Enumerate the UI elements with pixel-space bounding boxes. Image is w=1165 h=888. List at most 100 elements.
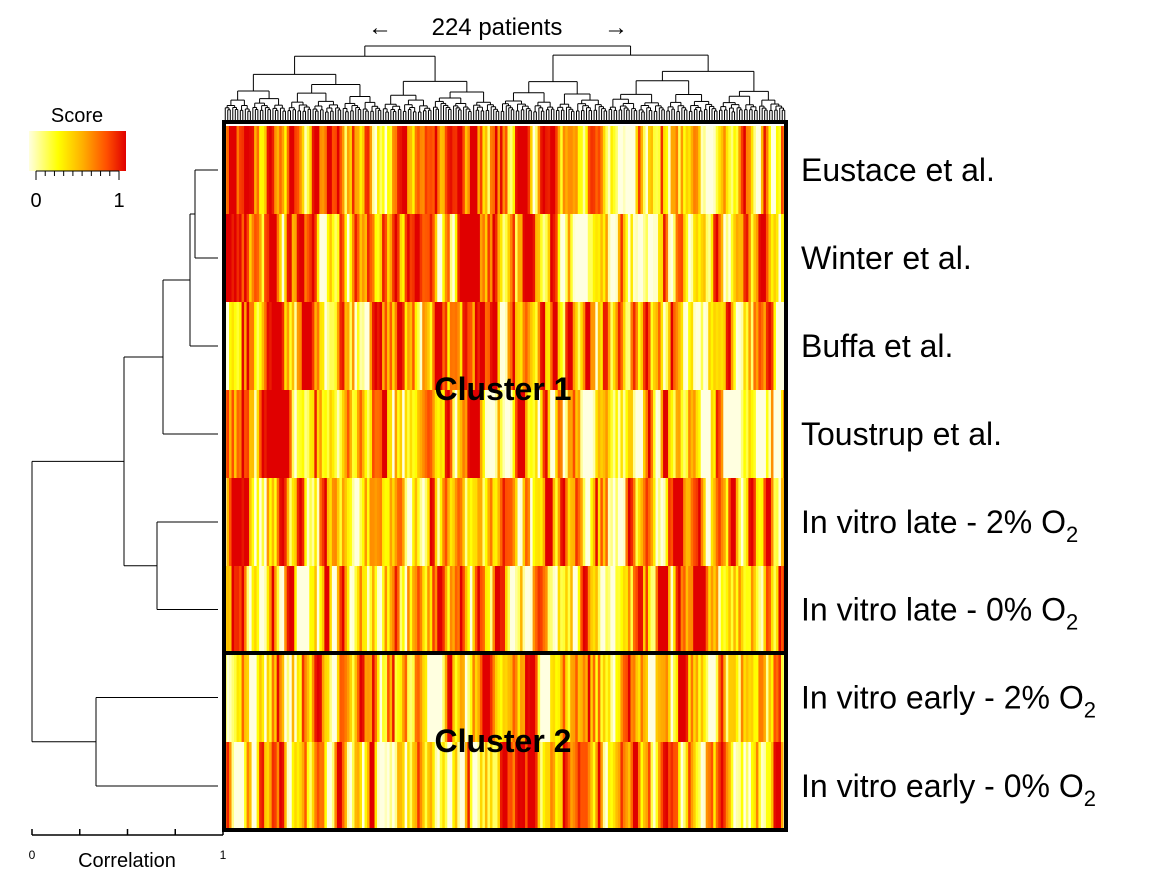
- heatmap-cell: [289, 126, 293, 214]
- heatmap-cell: [567, 742, 571, 830]
- heatmap-cell: [364, 742, 368, 830]
- heatmap-cell: [778, 566, 782, 653]
- heatmap-cell: [577, 302, 581, 390]
- heatmap-cell: [434, 566, 438, 653]
- heatmap-cell: [269, 390, 273, 478]
- heatmap-cell: [417, 126, 421, 214]
- heatmap-cell: [780, 478, 785, 566]
- heatmap-cell: [489, 566, 494, 653]
- heatmap-cell: [502, 478, 506, 566]
- heatmap-cell: [502, 653, 506, 742]
- heatmap-cell: [439, 653, 443, 742]
- heatmap-cell: [427, 742, 431, 830]
- heatmap-cell: [607, 653, 611, 742]
- heatmap-cell: [577, 742, 581, 830]
- heatmap-cell: [625, 742, 629, 830]
- heatmap-cell: [665, 126, 669, 214]
- heatmap-cell: [477, 566, 481, 653]
- heatmap-cell: [319, 214, 323, 302]
- heatmap-cell: [412, 214, 416, 302]
- heatmap-cell: [555, 478, 559, 566]
- heatmap-cell: [382, 302, 386, 390]
- heatmap-cell: [535, 566, 539, 653]
- heatmap-cell: [229, 742, 233, 830]
- heatmap-cell: [527, 653, 531, 742]
- heatmap-cell: [412, 390, 416, 478]
- heatmap-cell: [379, 126, 383, 214]
- heatmap-cell: [256, 214, 260, 302]
- heatmap-cell: [331, 126, 335, 214]
- heatmap-cell: [472, 302, 476, 390]
- heatmap-cell: [324, 566, 328, 653]
- heatmap-cell: [735, 566, 739, 653]
- heatmap-cell: [341, 742, 346, 830]
- heatmap-cell: [615, 742, 619, 830]
- heatmap-cell: [758, 742, 762, 830]
- heatmap-cell: [432, 742, 436, 830]
- heatmap-cell: [572, 478, 576, 566]
- heatmap-cell: [645, 126, 649, 214]
- heatmap-cell: [319, 653, 323, 742]
- heatmap-cell: [775, 478, 780, 566]
- heatmap-cell: [334, 390, 338, 478]
- heatmap-cell: [718, 126, 722, 214]
- heatmap-cell: [497, 566, 501, 653]
- heatmap-cell: [622, 214, 627, 302]
- heatmap-cell: [266, 478, 270, 566]
- heatmap-cell: [392, 126, 396, 214]
- heatmap-cell: [545, 478, 549, 566]
- heatmap-cell: [683, 302, 687, 390]
- heatmap-cell: [329, 126, 333, 214]
- heatmap-cell: [660, 126, 664, 214]
- heatmap-cell: [557, 566, 561, 653]
- heatmap-cell: [765, 742, 770, 830]
- heatmap-cell: [241, 566, 245, 653]
- heatmap-cell: [241, 302, 245, 390]
- heatmap-cell: [525, 214, 529, 302]
- heatmap-cell: [279, 653, 283, 742]
- heatmap-cell: [622, 478, 627, 566]
- heatmap-cell: [753, 478, 757, 566]
- heatmap-cell: [640, 653, 644, 742]
- heatmap-cell: [281, 742, 285, 830]
- heatmap-cell: [299, 566, 303, 653]
- heatmap-cell: [274, 390, 278, 478]
- heatmap-cell: [653, 742, 657, 830]
- heatmap-cell: [344, 126, 348, 214]
- heatmap-cell: [437, 302, 441, 390]
- heatmap-cell: [525, 126, 529, 214]
- heatmap-cell: [349, 214, 353, 302]
- heatmap-cell: [535, 214, 539, 302]
- heatmap-cell: [409, 478, 413, 566]
- heatmap-cell: [635, 214, 639, 302]
- heatmap-cell: [392, 742, 396, 830]
- heatmap-cell: [653, 390, 657, 478]
- heatmap-cell: [615, 478, 619, 566]
- heatmap-cell: [740, 302, 744, 390]
- heatmap-cell: [424, 126, 428, 214]
- heatmap-cell: [387, 214, 391, 302]
- heatmap-cell: [467, 566, 471, 653]
- heatmap-cell: [758, 390, 762, 478]
- heatmap-cell: [336, 566, 341, 653]
- heatmap-cell: [389, 478, 393, 566]
- heatmap-cell: [715, 653, 719, 742]
- heatmap-cell: [700, 566, 704, 653]
- heatmap-cell: [753, 302, 757, 390]
- heatmap-cell: [730, 390, 734, 478]
- heatmap-cell: [474, 214, 478, 302]
- heatmap-cell: [492, 742, 496, 830]
- heatmap-cell: [723, 302, 727, 390]
- heatmap-cell: [542, 653, 546, 742]
- patients-header: ← 224 patients →: [368, 14, 628, 41]
- heatmap-cell: [234, 566, 238, 653]
- heatmap-cell: [314, 478, 318, 566]
- heatmap-cell: [700, 126, 704, 214]
- heatmap-cell: [530, 566, 534, 653]
- heatmap-cell: [499, 302, 504, 390]
- heatmap-cell: [517, 653, 521, 742]
- heatmap-cell: [557, 214, 561, 302]
- heatmap-cell: [592, 390, 596, 478]
- heatmap-cell: [274, 653, 278, 742]
- heatmap-cell: [695, 126, 699, 214]
